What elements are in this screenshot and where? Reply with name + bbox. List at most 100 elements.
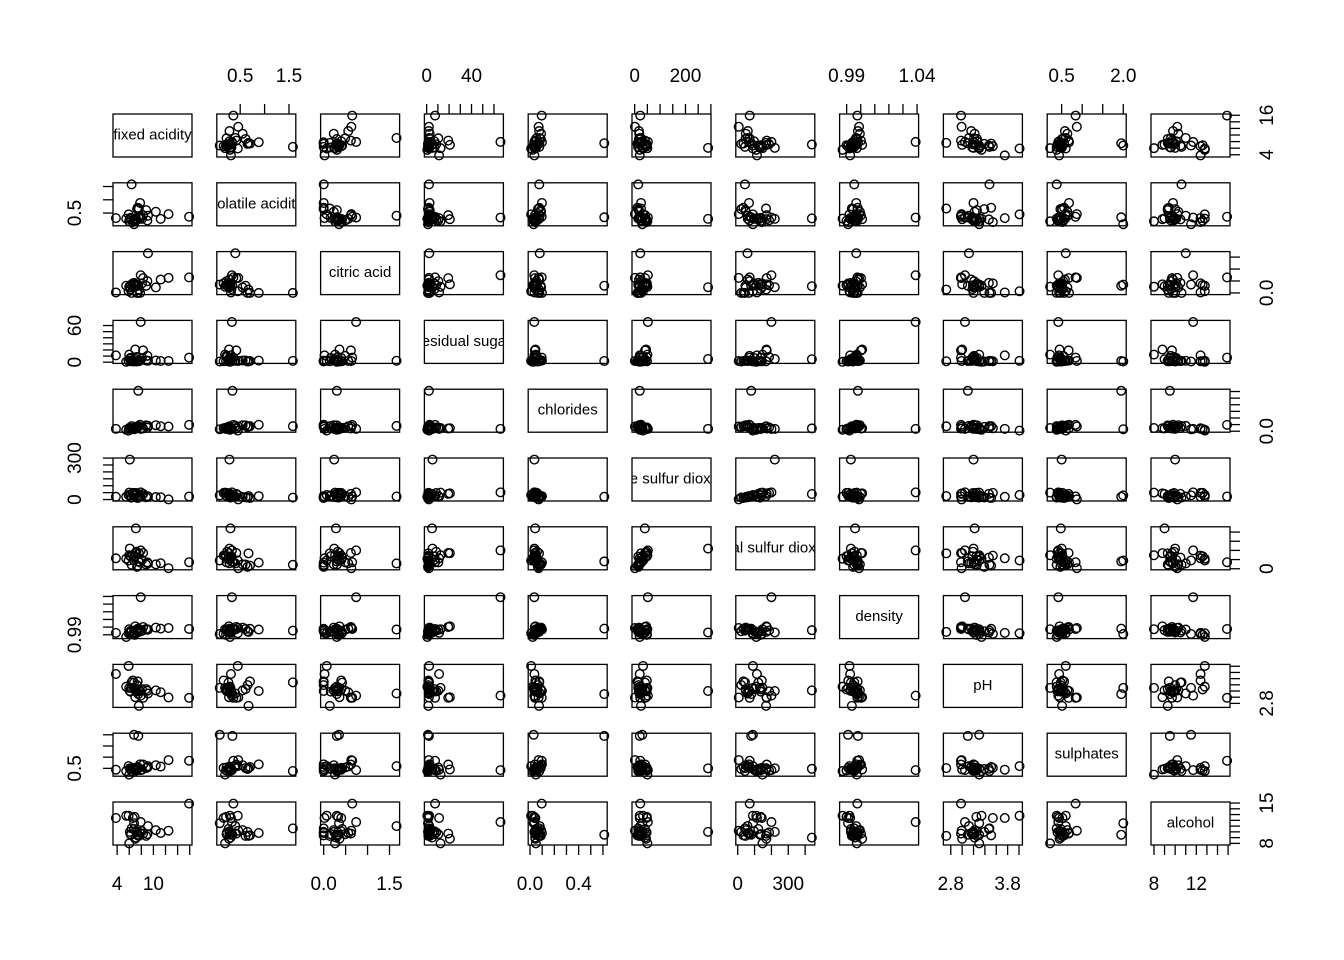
point xyxy=(1222,352,1233,363)
point xyxy=(529,592,540,603)
panel-frame xyxy=(942,594,1024,640)
point xyxy=(532,356,543,367)
point xyxy=(214,555,225,566)
point xyxy=(287,625,298,636)
point xyxy=(329,543,340,554)
point xyxy=(329,454,340,465)
point xyxy=(253,137,264,148)
point xyxy=(232,143,243,154)
point xyxy=(330,354,341,365)
panel-frame xyxy=(112,388,193,433)
point xyxy=(742,248,753,259)
point xyxy=(434,813,445,824)
point xyxy=(629,355,640,366)
point xyxy=(755,356,766,367)
point xyxy=(744,798,755,809)
point xyxy=(423,209,434,220)
point xyxy=(736,204,747,215)
point xyxy=(1057,205,1068,216)
panel-frame xyxy=(423,457,505,502)
panel-frame xyxy=(527,182,608,227)
panel-frame xyxy=(735,113,816,158)
point xyxy=(1060,810,1071,821)
point xyxy=(1186,356,1197,367)
point xyxy=(150,206,161,217)
point xyxy=(746,730,757,741)
point xyxy=(331,830,342,841)
point xyxy=(1199,425,1210,436)
point xyxy=(757,769,768,780)
point xyxy=(1164,730,1175,741)
point xyxy=(155,558,166,569)
point xyxy=(843,219,854,230)
point xyxy=(1222,491,1233,502)
tick-label: 0.0 xyxy=(1257,280,1278,306)
point xyxy=(1055,523,1066,534)
variable-name: residual sugar xyxy=(417,333,511,350)
point xyxy=(443,759,454,770)
point xyxy=(1180,248,1191,259)
point xyxy=(528,140,539,151)
point xyxy=(1170,454,1181,465)
point xyxy=(851,143,862,154)
point xyxy=(1199,213,1210,224)
point xyxy=(150,355,161,366)
point xyxy=(843,140,854,151)
point xyxy=(287,492,298,503)
point xyxy=(1186,140,1197,151)
point xyxy=(130,281,141,292)
point xyxy=(141,420,152,431)
point xyxy=(851,487,862,498)
point xyxy=(852,205,863,216)
point xyxy=(318,179,329,190)
point xyxy=(1057,623,1068,634)
point xyxy=(495,270,506,281)
point xyxy=(142,350,153,361)
point xyxy=(974,629,985,640)
point xyxy=(123,555,134,566)
point xyxy=(318,764,329,775)
point xyxy=(633,826,644,837)
tick-label: 1.04 xyxy=(899,66,936,87)
point xyxy=(852,763,863,774)
panel-frame xyxy=(423,732,505,777)
point xyxy=(984,421,995,432)
point xyxy=(984,179,995,190)
point xyxy=(1071,421,1082,432)
point xyxy=(435,769,446,780)
variable-name: volatile acidity xyxy=(210,195,304,212)
point xyxy=(424,559,435,570)
point xyxy=(434,150,445,161)
point xyxy=(1014,761,1025,772)
point xyxy=(253,491,264,502)
point xyxy=(703,826,714,837)
point xyxy=(1199,660,1210,671)
point xyxy=(130,832,141,843)
point xyxy=(956,798,967,809)
point xyxy=(1148,281,1159,292)
point xyxy=(346,209,357,220)
point xyxy=(319,350,330,361)
tick-label: 2.8 xyxy=(938,874,964,895)
point xyxy=(974,729,985,740)
point xyxy=(846,700,857,711)
point xyxy=(971,811,982,822)
point xyxy=(1172,692,1183,703)
point xyxy=(1055,561,1066,572)
point xyxy=(227,385,238,396)
point xyxy=(220,349,231,360)
point xyxy=(184,692,195,703)
point xyxy=(1186,279,1197,290)
point xyxy=(1057,280,1068,291)
point xyxy=(129,811,140,822)
point xyxy=(333,629,344,640)
point xyxy=(984,492,995,503)
point xyxy=(941,491,952,502)
point xyxy=(233,825,244,836)
variable-name: chlorides xyxy=(538,402,598,419)
point xyxy=(984,287,995,298)
point xyxy=(391,491,402,502)
point xyxy=(1116,829,1127,840)
point xyxy=(351,136,362,147)
point xyxy=(1173,128,1184,139)
